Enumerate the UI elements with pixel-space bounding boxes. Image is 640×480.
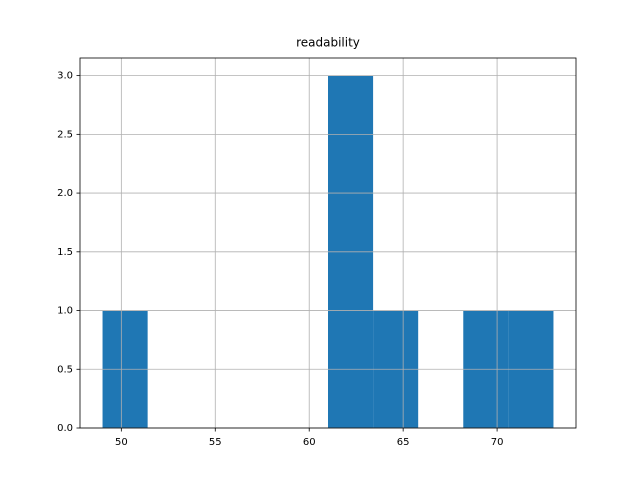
y-tick-label: 1.5 <box>57 247 73 258</box>
y-tick-label: 1.0 <box>57 306 73 317</box>
y-tick-label: 2.0 <box>57 188 73 199</box>
y-tick-label: 2.5 <box>57 129 73 140</box>
chart-title: readability <box>296 36 360 50</box>
x-tick-label: 50 <box>115 437 128 448</box>
plot-frame <box>79 57 577 429</box>
x-tick-label: 60 <box>303 437 316 448</box>
x-tick-label: 65 <box>397 437 410 448</box>
x-tick-label: 70 <box>491 437 504 448</box>
y-tick-label: 0.5 <box>57 364 73 375</box>
y-tick-label: 0.0 <box>57 423 73 434</box>
y-tick-label: 3.0 <box>57 71 73 82</box>
x-tick-label: 55 <box>209 437 222 448</box>
